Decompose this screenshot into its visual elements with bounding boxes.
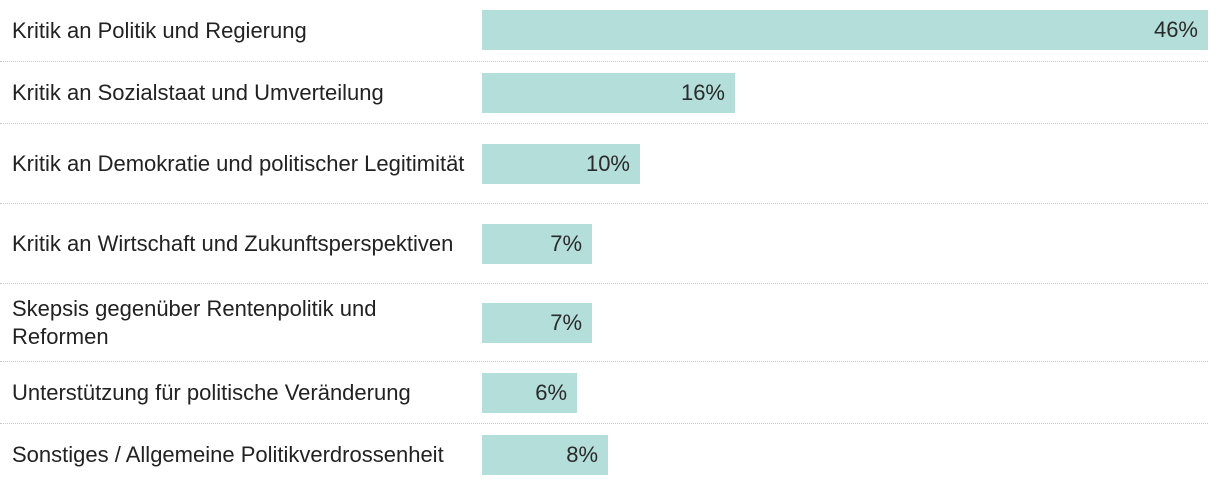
bar: 6% [482,373,577,413]
bar: 7% [482,303,592,343]
category-label-text: Unterstützung für politische Veränderung [12,379,411,405]
chart-row: Kritik an Wirtschaft und Zukunftsperspek… [0,204,1208,284]
category-label: Kritik an Wirtschaft und Zukunftsperspek… [12,204,472,283]
category-label-text: Skepsis gegenüber Rentenpolitik und Refo… [12,295,377,349]
category-label: Kritik an Politik und Regierung [12,0,472,61]
data-label: 7% [550,231,582,256]
data-label: 16% [680,80,725,105]
category-label-text: Kritik an Sozialstaat und Umverteilung [12,79,384,105]
data-label: 46% [1153,17,1198,42]
category-label-text: Kritik an Wirtschaft und Zukunftsperspek… [12,230,454,256]
data-label: 7% [550,310,582,335]
chart-row: Kritik an Politik und Regierung 46% [0,0,1208,62]
category-label: Sonstiges / Allgemeine Politikverdrossen… [12,424,472,486]
category-label: Kritik an Demokratie und politischer Leg… [12,124,472,203]
bar: 8% [482,435,608,475]
data-label: 10% [585,151,630,176]
chart-row: Kritik an Demokratie und politischer Leg… [0,124,1208,204]
bar: 7% [482,224,592,264]
category-label-text: Kritik an Politik und Regierung [12,17,307,43]
category-label-text: Kritik an Demokratie und politischer Leg… [12,150,465,176]
chart-row: Unterstützung für politische Veränderung… [0,362,1208,424]
data-label: 8% [566,442,598,467]
category-label: Skepsis gegenüber Rentenpolitik und Refo… [12,284,472,361]
chart-row: Kritik an Sozialstaat und Umverteilung 16… [0,62,1208,124]
bar: 46% [482,10,1208,50]
chart-row: Sonstiges / Allgemeine Politikverdrossen… [0,424,1208,486]
category-label-text: Sonstiges / Allgemeine Politikverdrossen… [12,442,444,467]
chart-row: Skepsis gegenüber Rentenpolitik und Refo… [0,284,1208,362]
bar: 16% [482,73,735,113]
category-label: Unterstützung für politische Veränderung [12,362,472,423]
data-label: 6% [535,380,567,405]
category-label: Kritik an Sozialstaat und Umverteilung [12,62,472,123]
bar: 10% [482,144,640,184]
